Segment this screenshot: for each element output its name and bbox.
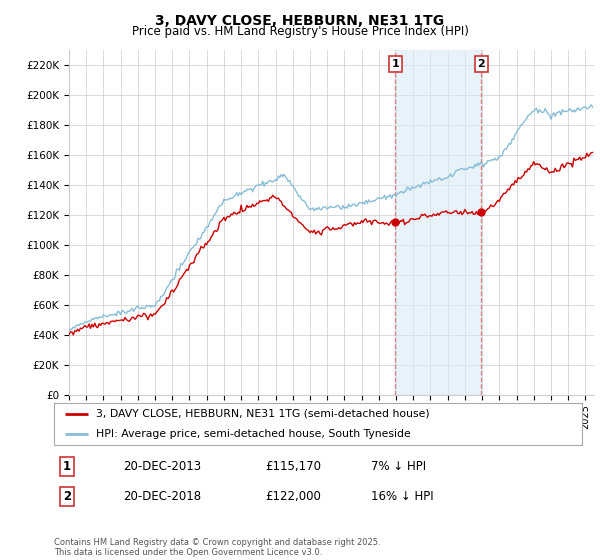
Text: 7% ↓ HPI: 7% ↓ HPI bbox=[371, 460, 426, 473]
Text: HPI: Average price, semi-detached house, South Tyneside: HPI: Average price, semi-detached house,… bbox=[96, 429, 411, 439]
Text: 20-DEC-2013: 20-DEC-2013 bbox=[122, 460, 201, 473]
Bar bbox=[395, 50, 481, 395]
Text: £122,000: £122,000 bbox=[265, 490, 321, 503]
Text: 1: 1 bbox=[391, 59, 399, 69]
Text: 1: 1 bbox=[63, 460, 71, 473]
Text: 2: 2 bbox=[63, 490, 71, 503]
Text: 20-DEC-2018: 20-DEC-2018 bbox=[122, 490, 201, 503]
Text: 2: 2 bbox=[478, 59, 485, 69]
Text: £115,170: £115,170 bbox=[265, 460, 321, 473]
Text: 3, DAVY CLOSE, HEBBURN, NE31 1TG: 3, DAVY CLOSE, HEBBURN, NE31 1TG bbox=[155, 14, 445, 28]
Text: 3, DAVY CLOSE, HEBBURN, NE31 1TG (semi-detached house): 3, DAVY CLOSE, HEBBURN, NE31 1TG (semi-d… bbox=[96, 409, 430, 419]
Text: Contains HM Land Registry data © Crown copyright and database right 2025.
This d: Contains HM Land Registry data © Crown c… bbox=[54, 538, 380, 557]
Text: 16% ↓ HPI: 16% ↓ HPI bbox=[371, 490, 433, 503]
Text: Price paid vs. HM Land Registry's House Price Index (HPI): Price paid vs. HM Land Registry's House … bbox=[131, 25, 469, 38]
